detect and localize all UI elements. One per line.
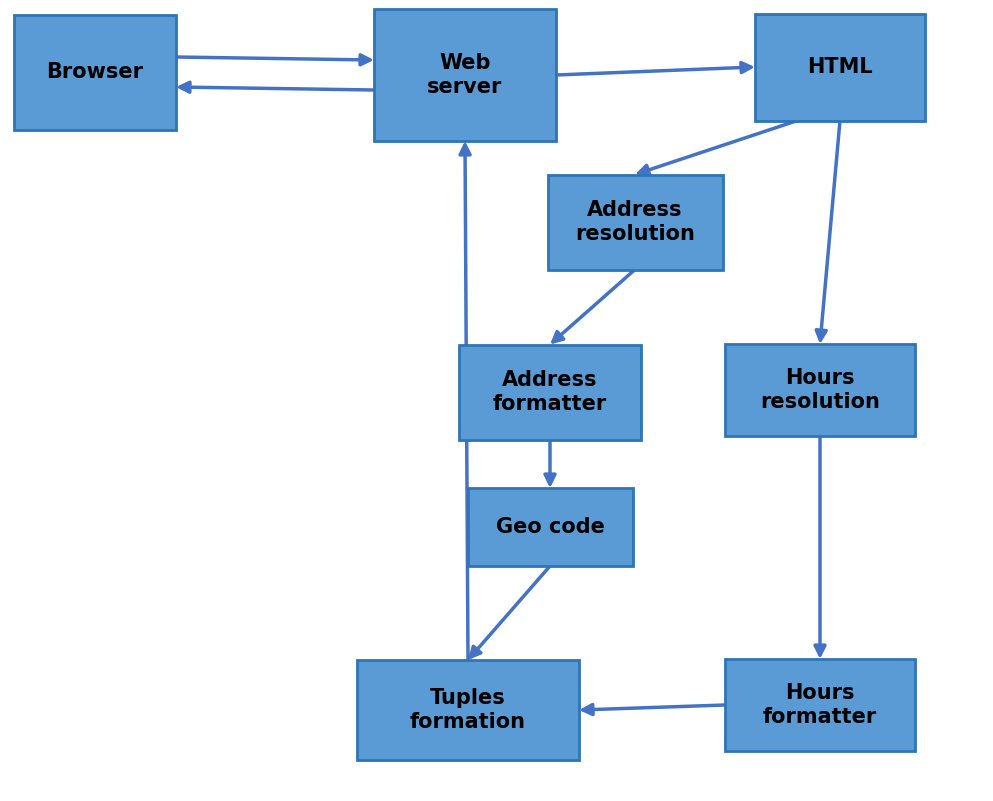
Text: HTML: HTML bbox=[807, 57, 873, 77]
FancyBboxPatch shape bbox=[725, 659, 915, 751]
Text: Web
server: Web server bbox=[427, 53, 502, 98]
FancyBboxPatch shape bbox=[459, 344, 641, 440]
FancyBboxPatch shape bbox=[357, 660, 579, 760]
FancyBboxPatch shape bbox=[374, 9, 556, 141]
FancyBboxPatch shape bbox=[547, 175, 723, 269]
Text: Address
resolution: Address resolution bbox=[575, 199, 695, 244]
Text: Tuples
formation: Tuples formation bbox=[410, 687, 526, 732]
Text: Address
formatter: Address formatter bbox=[493, 369, 607, 414]
FancyBboxPatch shape bbox=[468, 488, 633, 566]
Text: Hours
formatter: Hours formatter bbox=[763, 682, 877, 727]
FancyBboxPatch shape bbox=[725, 344, 915, 436]
Text: Geo code: Geo code bbox=[496, 517, 605, 537]
FancyBboxPatch shape bbox=[755, 14, 925, 120]
Text: Hours
resolution: Hours resolution bbox=[760, 368, 880, 413]
Text: Browser: Browser bbox=[47, 62, 144, 82]
FancyBboxPatch shape bbox=[14, 14, 176, 130]
